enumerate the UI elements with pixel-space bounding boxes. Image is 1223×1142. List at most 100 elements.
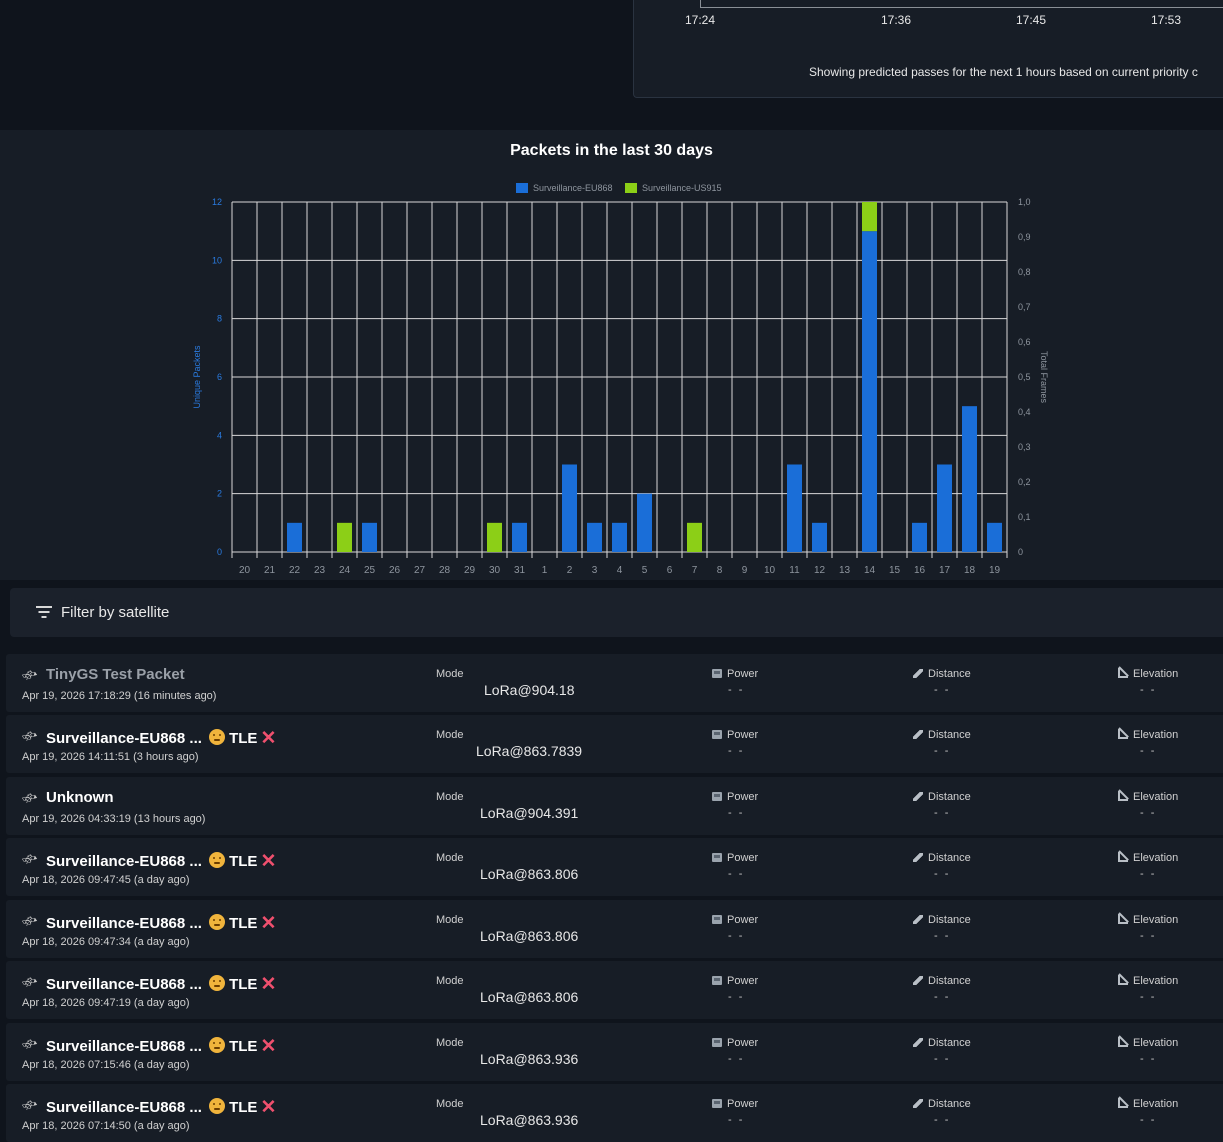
satellite-name-text: Surveillance-EU868 ... [46,1099,202,1116]
packet-row[interactable]: 🛰 Surveillance-EU868 ... TLE ✕ Apr 18, 2026… [6,900,1223,958]
x-tick-label: 3 [592,565,598,576]
distance-label-text: Distance [928,729,971,741]
elevation-label-text: Elevation [1133,975,1179,987]
distance-label-text: Distance [928,1098,971,1110]
elevation-label-text: Elevation [1133,1098,1179,1110]
power-label: Power [712,914,758,926]
packet-row[interactable]: 🛰 TinyGS Test Packet Apr 19, 2026 17:18:2… [6,654,1223,712]
mode-label: Mode [436,1098,464,1110]
power-value: - - [728,991,745,1003]
packet-date: Apr 18, 2026 07:15:46 (a day ago) [22,1059,190,1071]
x-tick-label: 18 [964,565,976,576]
satellite-name-text: Surveillance-EU868 ... [46,730,202,747]
power-label: Power [712,729,758,741]
packets-bar-chart: 02468101200,10,20,30,40,50,60,70,80,91,0… [192,183,1049,576]
ruler-icon [913,915,923,924]
filter-label: Filter by satellite [61,604,170,621]
mode-label: Mode [436,914,464,926]
power-icon [712,853,722,862]
tle-label: TLE [229,1038,258,1055]
satellite-name[interactable]: TinyGS Test Packet [46,666,185,683]
bar-surveillance-us915 [687,522,702,552]
power-label: Power [712,1098,758,1110]
satellite-name-text: Surveillance-EU868 ... [46,976,202,993]
power-value: - - [728,745,745,757]
packet-row[interactable]: 🛰 Surveillance-EU868 ... TLE ✕ Apr 19, 2026… [6,715,1223,773]
bar-surveillance-eu868 [812,522,827,552]
distance-label-text: Distance [928,668,971,680]
satellite-name[interactable]: Surveillance-EU868 ... TLE ✕ [46,973,276,996]
elevation-value: - - [1140,868,1157,880]
bar-surveillance-eu868 [637,493,652,552]
power-icon [712,976,722,985]
mode-value: LoRa@863.7839 [476,743,583,759]
x-tick-label: 16 [914,565,926,576]
y-tick-label: 0 [217,547,222,557]
x-tick-label: 12 [814,565,826,576]
tle-label: TLE [229,1099,258,1116]
packet-row[interactable]: 🛰 Surveillance-EU868 ... TLE ✕ Apr 18, 2026… [6,1084,1223,1142]
y-tick-label: 8 [217,314,222,324]
bar-surveillance-us915 [337,522,352,552]
pass-time-tick: 17:53 [1151,13,1182,27]
satellite-icon: 🛰 [19,971,40,993]
y2-axis-label: Total Frames [1039,351,1049,404]
tle-label: TLE [229,915,258,932]
packet-row[interactable]: 🛰 Unknown Apr 19, 2026 04:33:19 (13 hours… [6,777,1223,835]
y2-tick-label: 0,2 [1018,477,1031,487]
bar-surveillance-eu868 [612,522,627,552]
satellite-icon: 🛰 [19,664,40,686]
elevation-label: Elevation [1118,668,1178,680]
elevation-label-text: Elevation [1133,791,1179,803]
x-tick-label: 15 [889,565,901,576]
pass-chart-zero-label: 0 [684,0,690,3]
distance-label: Distance [913,914,971,926]
power-label: Power [712,668,758,680]
distance-label-text: Distance [928,1037,971,1049]
satellite-name[interactable]: Surveillance-EU868 ... TLE ✕ [46,912,276,935]
power-label-text: Power [727,668,759,680]
x-tick-label: 30 [489,565,501,576]
bar-surveillance-eu868 [912,522,927,552]
packet-row[interactable]: 🛰 Surveillance-EU868 ... TLE ✕ Apr 18, 2026… [6,838,1223,896]
mode-label: Mode [436,668,464,680]
y2-tick-label: 0 [1018,547,1023,557]
packet-date: Apr 19, 2026 14:11:51 (3 hours ago) [22,751,199,763]
x-tick-label: 22 [289,565,301,576]
x-tick-label: 14 [864,565,876,576]
satellite-icon: 🛰 [19,910,40,932]
power-label-text: Power [727,975,759,987]
pass-prediction-card: 0 17:24 17:36 17:45 17:53 Showing predic… [633,0,1223,98]
cross-icon: ✕ [260,913,277,934]
satellite-name[interactable]: Unknown [46,789,114,806]
distance-label-text: Distance [928,791,971,803]
satellite-name[interactable]: Surveillance-EU868 ... TLE ✕ [46,1096,276,1119]
x-tick-label: 26 [389,565,401,576]
satellite-name[interactable]: Surveillance-EU868 ... TLE ✕ [46,850,276,873]
satellite-name-text: Unknown [46,789,114,806]
distance-value: - - [934,684,951,696]
mode-value: LoRa@863.806 [480,928,579,944]
angle-icon [1118,791,1128,801]
x-tick-label: 5 [642,565,648,576]
satellite-icon: 🛰 [19,848,40,870]
x-tick-label: 27 [414,565,426,576]
bar-surveillance-eu868 [962,406,977,552]
y2-tick-label: 0,1 [1018,512,1031,522]
pass-time-tick: 17:36 [881,13,912,27]
y-axis-label: Unique Packets [192,345,202,409]
elevation-label: Elevation [1118,1098,1178,1110]
elevation-label: Elevation [1118,729,1178,741]
bar-surveillance-eu868 [862,231,877,552]
packet-row[interactable]: 🛰 Surveillance-EU868 ... TLE ✕ Apr 18, 2026… [6,1023,1223,1081]
cross-icon: ✕ [260,1097,277,1118]
mode-label: Mode [436,791,464,803]
power-value: - - [728,1114,745,1126]
filter-by-satellite[interactable]: Filter by satellite [10,588,1223,637]
mode-label: Mode [436,975,464,987]
packet-date: Apr 18, 2026 07:14:50 (a day ago) [22,1120,190,1132]
packet-row[interactable]: 🛰 Surveillance-EU868 ... TLE ✕ Apr 18, 2026… [6,961,1223,1019]
satellite-name[interactable]: Surveillance-EU868 ... TLE ✕ [46,1035,276,1058]
power-value: - - [728,1053,745,1065]
satellite-name[interactable]: Surveillance-EU868 ... TLE ✕ [46,727,276,750]
